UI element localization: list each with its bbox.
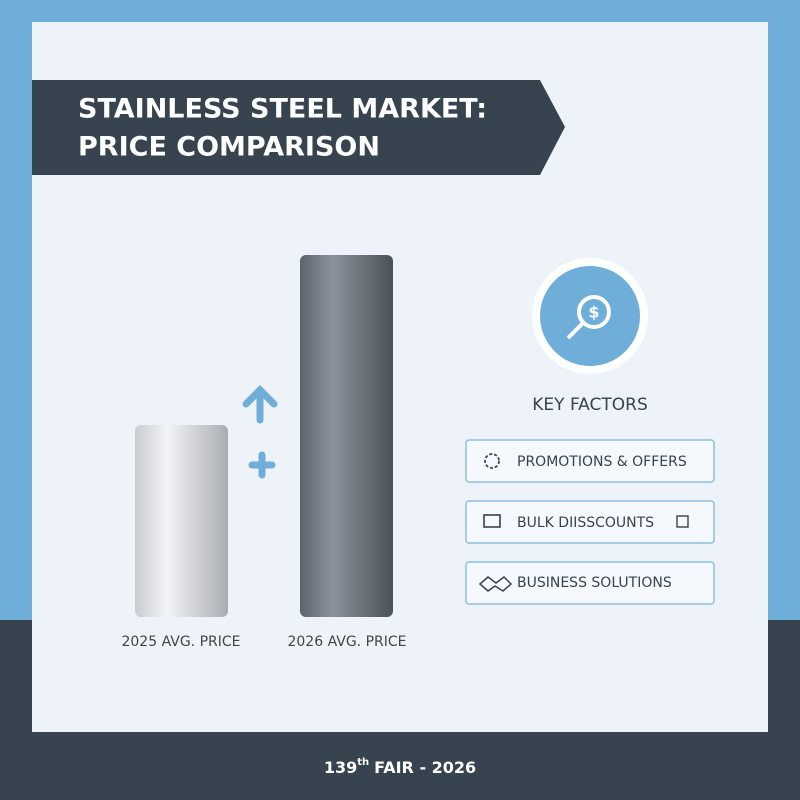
factor-text: PROMOTIONS & OFFERS — [517, 454, 687, 470]
factor-icon — [484, 453, 500, 469]
dollar-sign: $ — [588, 303, 599, 322]
bar-2026 — [300, 255, 393, 617]
search-dollar-icon — [566, 295, 611, 340]
factor-list: PROMOTIONS & OFFERS BULK DIISSCOUNTS BUS… — [465, 439, 715, 605]
title-banner — [32, 80, 565, 175]
increase-icon — [242, 385, 278, 479]
factor-box — [465, 500, 715, 544]
key-factors-title: KEY FACTORS — [532, 395, 647, 415]
footer-suffix: th — [357, 757, 369, 768]
footer: 139th FAIR - 2026 — [324, 757, 476, 777]
factor-text: BULK DIISSCOUNTS — [517, 515, 654, 531]
bar-label: 2026 AVG. PRICE — [287, 634, 406, 650]
footer-text: FAIR - 2026 — [374, 758, 476, 777]
factor-box — [465, 439, 715, 483]
factor-icon — [478, 576, 513, 592]
icon-circle — [540, 266, 640, 366]
check-icon — [676, 515, 689, 528]
factor-icon — [483, 514, 501, 528]
title: PRICE COMPARISON — [78, 132, 380, 163]
bar-2025 — [135, 425, 228, 617]
factor-box — [465, 561, 715, 605]
title: STAINLESS STEEL MARKET: — [78, 94, 487, 125]
bar-label: 2025 AVG. PRICE — [121, 634, 240, 650]
factor-text: BUSINESS SOLUTIONS — [517, 575, 672, 591]
footer-number: 139 — [324, 758, 357, 777]
